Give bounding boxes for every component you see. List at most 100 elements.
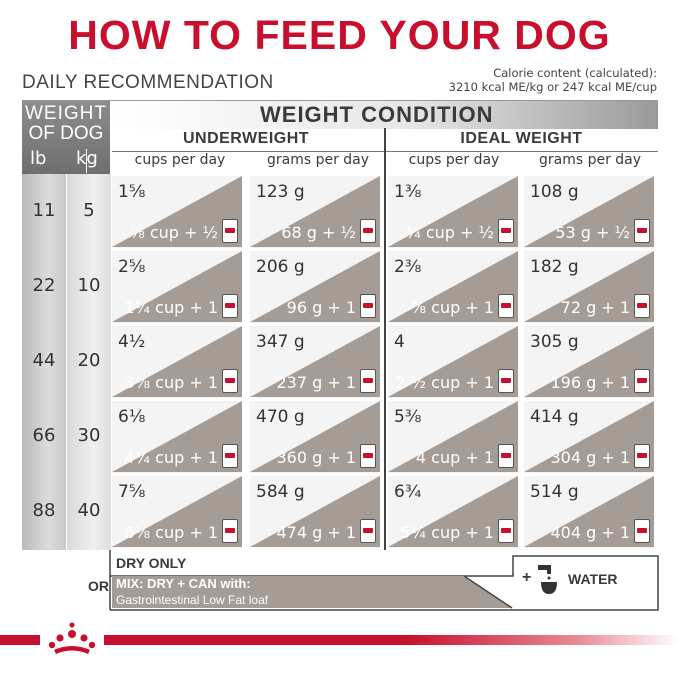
uw-cups-cell: 1⅝ ⅞ cup + ½ <box>112 176 242 248</box>
water-bowl-icon <box>538 565 557 594</box>
underweight-header: UNDERWEIGHT <box>182 130 310 147</box>
dry-only-amount: 1⅜ <box>394 182 422 202</box>
can-icon <box>360 369 376 393</box>
mix-triangle <box>524 401 654 472</box>
dry-only-amount: 2⅝ <box>118 257 146 277</box>
uw-cups-cell: 6⅛ 4¾ cup + 1 <box>112 401 242 473</box>
mix-triangle <box>388 401 518 472</box>
dry-only-amount: 182 g <box>530 257 579 277</box>
mix-triangle <box>388 176 518 247</box>
weight-of-dog-line-2: OF DOG <box>28 123 104 144</box>
group-divider <box>384 174 386 550</box>
iw-cups-cell: 1⅜ ¾ cup + ½ <box>388 176 518 248</box>
mix-triangle <box>524 326 654 397</box>
uw-cups-header: cups per day <box>134 152 226 168</box>
legend-mix-product: Gastrointestinal Low Fat loaf <box>116 593 269 607</box>
uw-grams-cell: 123 g 68 g + ½ <box>250 176 380 248</box>
can-icon <box>498 519 514 543</box>
mix-amount: 1¼ cup + 1 <box>124 298 218 317</box>
dry-only-amount: 1⅝ <box>118 182 146 202</box>
weight-of-dog-header: WEIGHT OF DOG lb kg <box>22 100 110 175</box>
legend-dry-only: DRY ONLY <box>116 555 187 571</box>
mix-amount: 196 g + 1 <box>550 373 630 392</box>
mix-triangle <box>388 251 518 322</box>
mix-triangle <box>250 251 380 322</box>
weight-kg: 5 <box>83 200 95 221</box>
can-icon <box>634 444 650 468</box>
mix-amount: 68 g + ½ <box>281 223 356 242</box>
brand-bar <box>0 635 679 645</box>
uw-cups-cell: 4½ 3⅛ cup + 1 <box>112 326 242 398</box>
can-icon <box>634 294 650 318</box>
mix-amount: 304 g + 1 <box>550 448 630 467</box>
dry-only-amount: 514 g <box>530 482 579 502</box>
iw-grams-cell: 414 g 304 g + 1 <box>524 401 654 473</box>
mix-amount: 53 g + ½ <box>555 223 630 242</box>
mix-triangle <box>524 251 654 322</box>
can-icon <box>222 219 238 243</box>
can-icon <box>360 219 376 243</box>
iw-grams-cell: 108 g 53 g + ½ <box>524 176 654 248</box>
can-icon <box>222 519 238 543</box>
mix-triangle <box>524 476 654 547</box>
iw-cups-cell: 6¾ 5¼ cup + 1 <box>388 476 518 548</box>
weight-condition-header: WEIGHT CONDITION <box>110 100 658 129</box>
can-icon <box>360 444 376 468</box>
weight-lb: 88 <box>32 500 56 521</box>
weight-kg: 40 <box>77 500 101 521</box>
dry-only-amount: 470 g <box>256 407 305 427</box>
mix-triangle <box>250 476 380 547</box>
can-icon <box>222 369 238 393</box>
iw-cups-cell: 2⅜ ⅞ cup + 1 <box>388 251 518 323</box>
mix-triangle <box>250 176 380 247</box>
dry-only-amount: 6⅛ <box>118 407 146 427</box>
dry-only-amount: 2⅜ <box>394 257 422 277</box>
iw-cups-cell: 5⅜ 4 cup + 1 <box>388 401 518 473</box>
mix-amount: 4¾ cup + 1 <box>124 448 218 467</box>
page-title: HOW TO FEED YOUR DOG <box>68 12 611 58</box>
mix-amount: 404 g + 1 <box>550 523 630 542</box>
header-group-divider <box>384 128 386 174</box>
dry-only-amount: 414 g <box>530 407 579 427</box>
dry-only-amount: 305 g <box>530 332 579 352</box>
dry-only-amount: 7⅝ <box>118 482 146 502</box>
unit-kg: kg <box>76 148 98 169</box>
can-icon <box>222 444 238 468</box>
uw-cups-cell: 2⅝ 1¼ cup + 1 <box>112 251 242 323</box>
weight-lb: 22 <box>32 275 56 296</box>
calorie-content: Calorie content (calculated): 3210 kcal … <box>449 66 657 94</box>
uw-grams-cell: 470 g 360 g + 1 <box>250 401 380 473</box>
can-icon <box>222 294 238 318</box>
dry-only-amount: 584 g <box>256 482 305 502</box>
mix-triangle <box>112 476 242 547</box>
weight-kg: 10 <box>77 275 101 296</box>
calorie-line-1: Calorie content (calculated): <box>493 66 657 80</box>
ideal-weight-header: IDEAL WEIGHT <box>460 130 583 147</box>
mix-amount: ⅞ cup + ½ <box>129 223 218 242</box>
mix-amount: 72 g + 1 <box>560 298 630 317</box>
mix-amount: 4 cup + 1 <box>415 448 494 467</box>
iw-cups-header: cups per day <box>408 152 500 168</box>
can-icon <box>634 369 650 393</box>
iw-grams-cell: 305 g 196 g + 1 <box>524 326 654 398</box>
mix-triangle <box>388 476 518 547</box>
mix-amount: 5¼ cup + 1 <box>400 523 494 542</box>
mix-amount: 96 g + 1 <box>286 298 356 317</box>
legend-mix: MIX: DRY + CAN with: <box>116 576 251 591</box>
legend-water: WATER <box>568 571 618 587</box>
dry-only-amount: 4 <box>394 332 405 352</box>
weight-condition-title: WEIGHT CONDITION <box>260 102 494 127</box>
mix-amount: 237 g + 1 <box>276 373 356 392</box>
unit-divider <box>86 149 87 173</box>
mix-amount: 474 g + 1 <box>276 523 356 542</box>
weight-lb: 11 <box>32 200 56 221</box>
legend-frame <box>109 550 659 611</box>
can-icon <box>360 519 376 543</box>
mix-triangle <box>388 326 518 397</box>
mix-amount: ⅞ cup + 1 <box>410 298 494 317</box>
mix-amount: 2 ½ cup + 1 <box>395 373 494 392</box>
dry-only-amount: 206 g <box>256 257 305 277</box>
mix-triangle <box>112 326 242 397</box>
unit-lb: lb <box>30 148 47 169</box>
dry-only-amount: 5⅜ <box>394 407 422 427</box>
